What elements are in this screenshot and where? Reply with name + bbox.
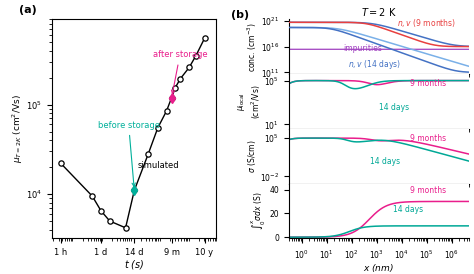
Text: 14 days: 14 days <box>370 157 400 166</box>
Y-axis label: $\int_0^x \sigma dx$ (S): $\int_0^x \sigma dx$ (S) <box>249 192 268 230</box>
Text: simulated: simulated <box>137 161 179 170</box>
Y-axis label: conc. (cm$^{-3}$): conc. (cm$^{-3}$) <box>246 22 259 72</box>
Text: 14 days: 14 days <box>379 102 409 112</box>
Text: impurities: impurities <box>343 44 382 53</box>
Text: 9 months: 9 months <box>410 79 446 88</box>
X-axis label: $x$ (nm): $x$ (nm) <box>364 262 394 274</box>
Text: after storage: after storage <box>153 50 207 93</box>
Text: 9 months: 9 months <box>410 134 446 143</box>
Text: 9 months: 9 months <box>410 186 446 195</box>
Text: 14 days: 14 days <box>393 205 424 214</box>
Title: $T = 2$ K: $T = 2$ K <box>361 6 397 18</box>
Text: (a): (a) <box>19 5 37 15</box>
Y-axis label: $\mu_{T=2K}$ (cm$^2$/Vs): $\mu_{T=2K}$ (cm$^2$/Vs) <box>10 94 25 163</box>
Text: (b): (b) <box>231 10 249 19</box>
Y-axis label: $\sigma$ (S/cm): $\sigma$ (S/cm) <box>246 139 258 173</box>
Text: $n,v$ (14 days): $n,v$ (14 days) <box>348 58 401 71</box>
Y-axis label: $\mu_{\rm local}$
(cm$^2$/Vs): $\mu_{\rm local}$ (cm$^2$/Vs) <box>237 84 263 119</box>
Text: before storage: before storage <box>98 121 160 186</box>
Text: $n,v$ (9 months): $n,v$ (9 months) <box>397 17 456 29</box>
X-axis label: $t$ (s): $t$ (s) <box>124 258 145 272</box>
